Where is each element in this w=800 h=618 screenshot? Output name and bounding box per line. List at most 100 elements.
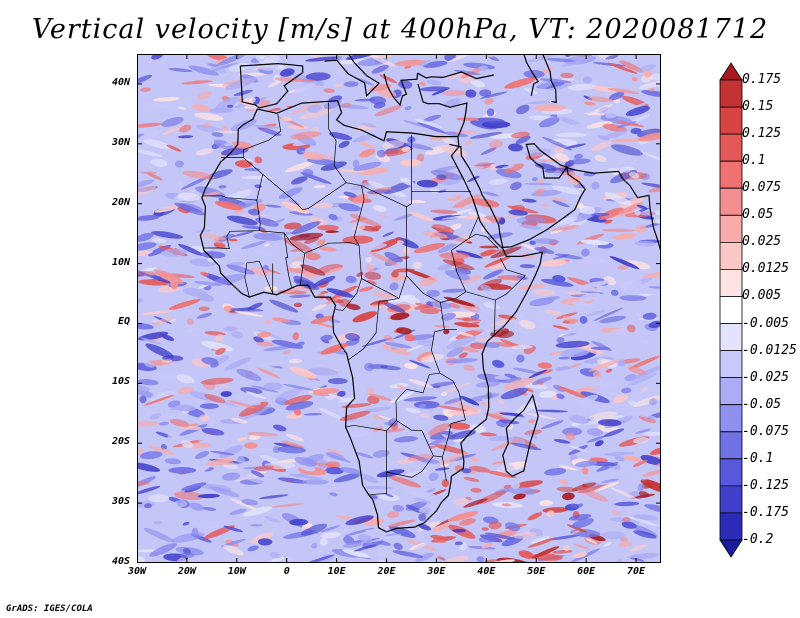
field-cell <box>561 61 585 67</box>
field-cell <box>210 65 227 74</box>
field-cell <box>280 440 305 449</box>
field-cell <box>151 231 184 239</box>
field-cell <box>338 203 361 212</box>
field-cell <box>372 205 387 212</box>
field-cell <box>462 317 471 322</box>
field-cell <box>419 276 438 287</box>
field-cell <box>552 185 581 195</box>
field-cell <box>166 144 182 152</box>
field-cell <box>139 395 147 404</box>
field-cell <box>642 312 657 320</box>
field-cell <box>241 240 267 250</box>
madagascar-coast <box>502 393 539 477</box>
field-cell <box>151 54 164 60</box>
field-cell <box>182 170 215 180</box>
field-cell <box>328 318 341 324</box>
field-cell <box>444 397 464 405</box>
field-cell <box>192 103 211 112</box>
field-cell <box>405 407 421 414</box>
field-cell <box>404 65 412 69</box>
field-cell <box>140 171 157 174</box>
field-cell <box>556 393 565 400</box>
field-cell <box>356 272 364 277</box>
field-cell <box>392 550 424 558</box>
field-cell <box>528 369 548 379</box>
italy-coast <box>324 54 380 98</box>
field-cell <box>552 254 570 260</box>
lat-label: 40S <box>111 556 130 567</box>
field-cell <box>469 342 486 350</box>
field-cell <box>481 527 489 531</box>
field-cell <box>177 135 194 139</box>
field-cell <box>453 497 470 506</box>
field-cell <box>443 98 461 107</box>
field-cell <box>655 219 661 224</box>
field-cell <box>548 534 580 541</box>
field-cell <box>408 200 426 204</box>
field-cell <box>283 384 315 391</box>
field-cell <box>342 549 370 558</box>
country-border <box>244 260 274 298</box>
field-cell <box>417 339 435 347</box>
field-cell <box>625 106 650 117</box>
field-cell <box>325 451 345 461</box>
field-cell <box>405 490 438 498</box>
field-cell <box>346 303 361 311</box>
field-cell <box>610 144 643 156</box>
field-cell <box>275 388 302 402</box>
field-cell <box>642 431 661 436</box>
field-cell <box>137 133 145 139</box>
field-cell <box>621 387 632 394</box>
field-cell <box>254 248 271 258</box>
lon-label: 20W <box>177 566 196 577</box>
field-cell <box>382 231 394 237</box>
field-cell <box>574 153 583 160</box>
field-cell <box>314 462 339 469</box>
country-border <box>283 232 293 289</box>
field-cell <box>342 173 351 179</box>
field-cell <box>571 529 581 535</box>
field-cell <box>400 177 415 186</box>
field-cell <box>329 492 338 497</box>
field-cell <box>236 455 245 464</box>
field-cell <box>207 63 219 67</box>
field-cell <box>366 387 375 396</box>
field-cell <box>444 131 468 138</box>
field-cell <box>378 493 400 501</box>
field-cell <box>423 60 448 68</box>
field-cell <box>569 504 579 509</box>
colorbar-label: 0.025 <box>742 234 782 250</box>
field-cell <box>618 541 632 548</box>
field-cell <box>237 557 259 563</box>
field-cell <box>235 199 263 209</box>
field-cell <box>489 342 518 347</box>
field-cell <box>504 77 536 89</box>
field-cell <box>626 372 658 387</box>
field-cell <box>311 542 318 549</box>
field-cell <box>317 239 326 246</box>
field-cell <box>408 378 434 388</box>
field-cell <box>305 72 331 81</box>
field-cell <box>504 373 517 379</box>
field-cell <box>263 382 283 391</box>
field-cell <box>179 552 195 558</box>
field-cell <box>433 324 451 328</box>
field-cell <box>137 270 160 281</box>
field-cell <box>184 327 198 333</box>
field-cell <box>376 469 405 478</box>
colorbar-label: -0.0125 <box>742 342 797 358</box>
field-cell <box>201 427 225 436</box>
field-cell <box>540 204 549 207</box>
field-cell <box>593 85 618 93</box>
field-cell <box>654 209 661 215</box>
field-cell <box>650 446 661 456</box>
field-cell <box>543 296 560 301</box>
field-cell <box>531 546 560 559</box>
field-cell <box>591 212 609 217</box>
field-cell <box>467 175 480 182</box>
colorbar-label: 0.125 <box>742 126 782 142</box>
country-border <box>203 230 260 249</box>
field-cell <box>471 80 486 88</box>
field-cell <box>312 388 340 395</box>
field-cell <box>632 459 648 468</box>
